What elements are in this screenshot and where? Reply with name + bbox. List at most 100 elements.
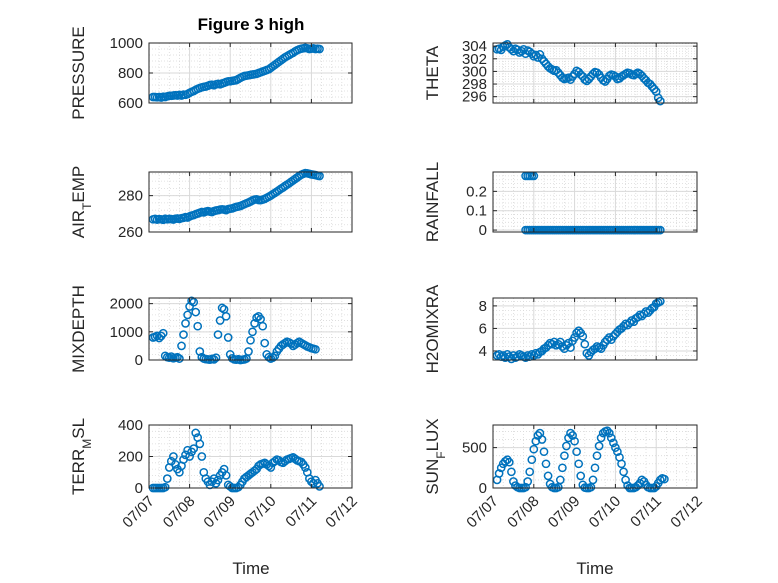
data-point [315, 482, 324, 491]
data-point [521, 482, 530, 492]
data-point [509, 477, 518, 486]
data-point [547, 339, 557, 349]
data-point [625, 318, 635, 328]
data-point [223, 333, 233, 342]
data-point [527, 455, 537, 465]
y-tick-label: 0 [479, 222, 487, 239]
y-tick-label: 500 [462, 440, 487, 457]
y-tick-label: 298 [462, 76, 487, 93]
data-point [529, 444, 539, 454]
y-axis-label: AIRTEMP [69, 166, 94, 239]
y-tick-label: 200 [118, 449, 143, 466]
data-point [225, 482, 235, 491]
data-point [221, 311, 231, 321]
data-point [649, 84, 659, 94]
axes-box [492, 424, 698, 489]
subplot-terr-msl: 0 200 400 07/07 07/08 07/09 07/10 07/11 07/12 TER… [69, 417, 361, 531]
x-axis-label-left: Time [232, 559, 269, 578]
y-tick-label: 1000 [110, 324, 143, 341]
y-tick-label: 0.2 [466, 183, 487, 200]
data-point [252, 313, 261, 323]
data-point [175, 354, 184, 363]
data-point [280, 338, 290, 348]
y-tick-label: 800 [118, 65, 143, 82]
data-point [213, 475, 223, 485]
y-axis-label: MIXDEPTH [69, 285, 88, 373]
data-point [531, 50, 541, 60]
data-point [160, 482, 170, 492]
data-point [300, 463, 310, 472]
data-point [292, 338, 302, 348]
data-point [195, 347, 205, 356]
data-point [539, 447, 549, 457]
data-point [244, 347, 253, 356]
y-tick-label: 280 [118, 188, 143, 205]
data-point [590, 463, 600, 473]
data-point [611, 72, 620, 81]
data-point [655, 475, 665, 485]
subplot-pressure: 600 800 1000 PRESSURE [69, 26, 353, 120]
data-point [633, 481, 643, 490]
data-point [233, 482, 243, 492]
data-point [594, 441, 604, 451]
data-point [617, 459, 626, 469]
x-tick-label: 07/09 [200, 493, 239, 532]
subplot-sun-flux: 0 500 07/07 07/08 07/09 07/10 07/11 07/12 SUNFLU… [423, 418, 706, 531]
data-point [250, 319, 259, 328]
data-point [296, 457, 306, 467]
data-point [179, 330, 188, 339]
data-point [509, 351, 518, 360]
data-point [570, 436, 579, 446]
data-point [171, 460, 180, 469]
data-point [260, 338, 270, 348]
y-axis-label: SUNFLUX [423, 418, 448, 494]
data-point [539, 56, 549, 66]
data-point [268, 353, 278, 363]
y-tick-label: 260 [118, 224, 143, 241]
data-point [558, 463, 567, 473]
y-tick-label: 0 [135, 352, 143, 369]
x-tick-label: 07/09 [545, 493, 584, 532]
data-point [507, 467, 516, 477]
data-point [270, 456, 280, 466]
subplot-air-temp: 260 280 AIRTEMP [69, 166, 353, 241]
y-axis-label: TERRMSL [69, 418, 94, 495]
data-point [602, 426, 612, 436]
x-tick-label: 07/10 [241, 493, 280, 532]
data-point [621, 475, 630, 485]
x-tick-label: 07/11 [282, 493, 320, 531]
data-point [266, 463, 276, 472]
y-tick-label: 302 [462, 51, 487, 68]
axes-box [492, 171, 698, 233]
data-point [604, 428, 614, 438]
data-point [606, 433, 616, 443]
data-point [584, 74, 594, 84]
data-point [525, 467, 535, 477]
data-point [264, 352, 274, 362]
data-point [315, 44, 324, 54]
data-point [158, 328, 168, 338]
y-tick-label: 6 [479, 320, 487, 337]
y-tick-label: 4 [479, 343, 487, 360]
data-point [588, 69, 598, 79]
data-point [537, 435, 547, 444]
data-point [246, 335, 255, 345]
axes-box [148, 297, 353, 361]
y-tick-label: 1000 [110, 35, 143, 52]
data-point [502, 455, 512, 465]
axes-box [492, 42, 698, 104]
data-point [191, 307, 201, 317]
data-point [596, 433, 606, 443]
data-point [611, 443, 620, 452]
data-point [535, 50, 545, 59]
x-tick-label: 07/07 [463, 493, 502, 532]
x-tick-label: 07/12 [667, 493, 706, 532]
data-point [173, 352, 182, 362]
data-point [619, 467, 628, 477]
x-axis-label-right: Time [576, 559, 613, 578]
y-axis-label: RAINFALL [423, 162, 442, 242]
y-tick-label: 400 [118, 417, 143, 434]
